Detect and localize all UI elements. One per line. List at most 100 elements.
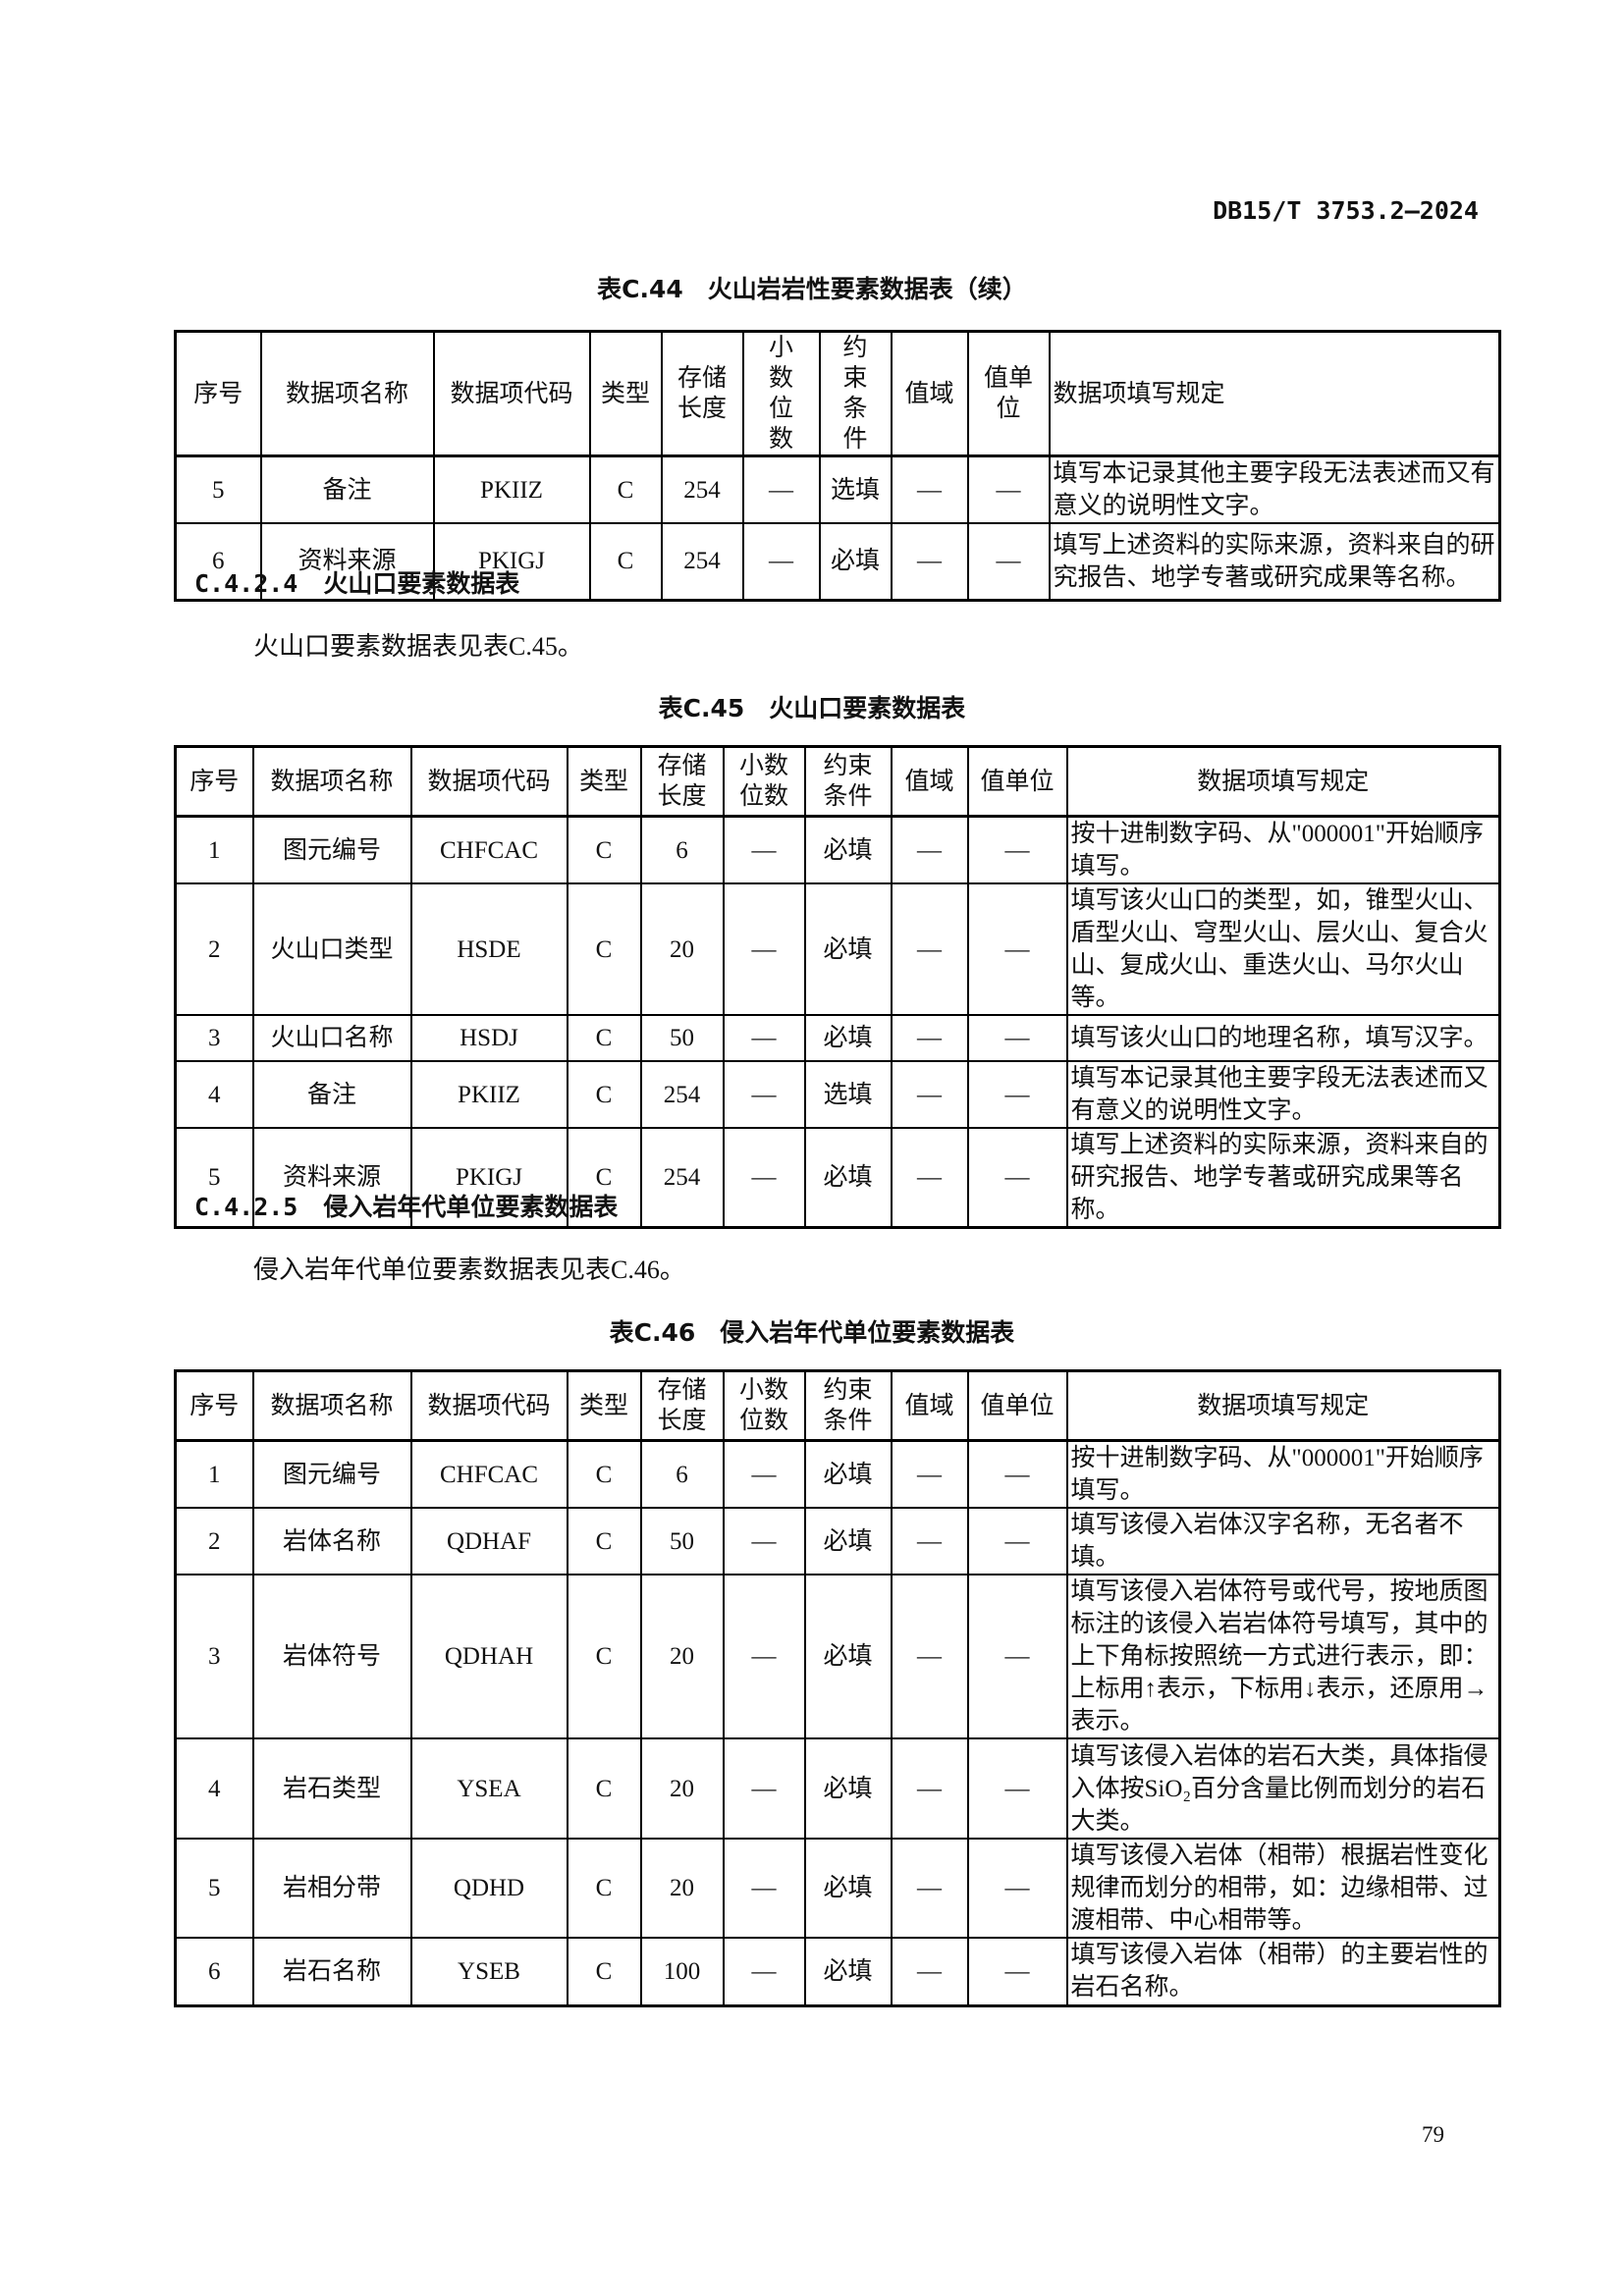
cell-value-domain: — — [890, 1439, 969, 1509]
cell-type: C — [566, 882, 642, 1016]
table-row: 5 资料来源 PKIGJ C 254— 必填 — — 填写上述资料的实际来源，资料来自的研究报告… — [174, 1127, 1501, 1229]
cell-item-code: CHFCAC — [409, 815, 568, 884]
cell-constraint: 必填 — [803, 1574, 893, 1739]
cell-constraint: 选填 — [818, 454, 893, 524]
cell-item-name: 资料来源 — [259, 522, 435, 601]
cell-constraint: 必填 — [803, 1127, 893, 1229]
column-header-item-code: 数据项代码 — [409, 745, 568, 818]
table-c45: 序号 数据项名称 数据项代码 类型 存储长度 小数位数 约束条件 值域 值单位 数据项填写规定 1 图… — [174, 745, 1501, 1229]
column-header-decimals: 小数位数 — [722, 745, 806, 818]
column-header-item-name: 数据项名称 — [251, 745, 412, 818]
cell-value-domain: — — [890, 454, 969, 524]
cell-item-name: 岩石名称 — [251, 1937, 412, 2006]
column-header-type: 类型 — [566, 745, 642, 818]
cell-item-code: YSEA — [409, 1737, 568, 1840]
cell-seq: 5 — [174, 454, 262, 524]
column-header-type: 类型 — [566, 1369, 642, 1442]
header-row: 序号 数据项名称 数据项代码 类型 存储长度 小数位数 约束条件 值域 值单位 数据项填写规定 — [174, 330, 1501, 457]
cell-constraint: 必填 — [803, 1737, 893, 1840]
section-c425-text: 侵入岩年代单位要素数据表见表C.46。 — [253, 1255, 685, 1284]
column-header-constraint: 约束条件 — [803, 1369, 893, 1442]
cell-item-name: 岩石类型 — [251, 1737, 412, 1840]
cell-type: C — [566, 1737, 642, 1840]
cell-decimals: — — [722, 1737, 806, 1840]
cell-fill-rule: 填写本记录其他主要字段无法表述而又有意义的说明性文字。 — [1048, 454, 1501, 524]
column-header-value-unit: 值单位 — [966, 745, 1068, 818]
cell-type: C — [566, 1127, 642, 1229]
cell-seq: 1 — [174, 1439, 254, 1509]
cell-fill-rule: 按十进制数字码、从"000001"开始顺序填写。 — [1065, 1439, 1501, 1509]
cell-storage-length: 20 — [639, 882, 725, 1016]
cell-seq: 3 — [174, 1574, 254, 1739]
cell-item-code: QDHD — [409, 1838, 568, 1939]
cell-value-unit: — — [966, 1507, 1068, 1575]
column-header-item-code: 数据项代码 — [432, 330, 591, 457]
cell-storage-length: 20 — [639, 1737, 725, 1840]
table-row: 1 图元编号 CHFCAC C 6— 必填 — — 按十进制数字码、从"000001"开始顺序填… — [174, 815, 1501, 884]
cell-item-name: 图元编号 — [251, 815, 412, 884]
table-row: 1 图元编号 CHFCAC C 6— 必填 — — 按十进制数字码、从"000001"开始顺序填… — [174, 1439, 1501, 1509]
cell-storage-length: 50 — [639, 1014, 725, 1062]
column-header-fill-rule: 数据项填写规定 — [1065, 745, 1501, 818]
column-header-seq: 序号 — [174, 745, 254, 818]
cell-decimals: — — [722, 1507, 806, 1575]
cell-decimals: — — [722, 1937, 806, 2006]
cell-fill-rule: 填写该侵入岩体（相带）的主要岩性的岩石名称。 — [1065, 1937, 1501, 2006]
table-c46: 序号 数据项名称 数据项代码 类型 存储长度 小数位数 约束条件 值域 值单位 数据项填写规定 1 图… — [174, 1369, 1501, 2007]
cell-item-name: 火山口名称 — [251, 1014, 412, 1062]
column-header-constraint: 约束条件 — [818, 330, 893, 457]
table-row: 3 火山口名称 HSDJ C 50— 必填 — — 填写该火山口的地理名称，填写汉字。 — [174, 1014, 1501, 1062]
table-row: 5 岩相分带 QDHD C 20— 必填 — — 填写该侵入岩体（相带）根据岩性变化规律而划分的… — [174, 1838, 1501, 1939]
cell-decimals: — — [722, 1014, 806, 1062]
cell-storage-length: 254 — [660, 454, 744, 524]
column-header-value-domain: 值域 — [890, 745, 969, 818]
cell-seq: 1 — [174, 815, 254, 884]
section-title: 侵入岩年代单位要素数据表 — [323, 1193, 619, 1221]
cell-storage-length: 254 — [639, 1127, 725, 1229]
table-row: 6 资料来源 PKIGJ C 254— 必填 — — 填写上述资料的实际来源，资料来自的研究报告… — [174, 522, 1501, 601]
column-header-storage-length: 存储长度 — [639, 745, 725, 818]
cell-seq: 6 — [174, 1937, 254, 2006]
cell-value-unit: — — [966, 1014, 1068, 1062]
cell-constraint: 必填 — [803, 1507, 893, 1575]
cell-item-name: 火山口类型 — [251, 882, 412, 1016]
cell-constraint: 必填 — [803, 1838, 893, 1939]
cell-value-unit: — — [966, 1127, 1068, 1229]
column-header-seq: 序号 — [174, 330, 262, 457]
cell-seq: 6 — [174, 522, 262, 601]
cell-type: C — [566, 1507, 642, 1575]
cell-item-code: PKIIZ — [432, 454, 591, 524]
cell-storage-length: 254 — [639, 1060, 725, 1129]
column-header-item-code: 数据项代码 — [409, 1369, 568, 1442]
cell-type: C — [566, 815, 642, 884]
table-c44: 序号 数据项名称 数据项代码 类型 存储长度 小数位数 约束条件 值域 值单位 数据项填写规定 5 备… — [174, 330, 1501, 602]
cell-item-name: 资料来源 — [251, 1127, 412, 1229]
cell-decimals: — — [722, 1574, 806, 1739]
cell-item-name: 岩体名称 — [251, 1507, 412, 1575]
cell-value-unit: — — [966, 1574, 1068, 1739]
cell-constraint: 必填 — [818, 522, 893, 601]
column-header-storage-length: 存储长度 — [660, 330, 744, 457]
cell-value-domain: — — [890, 1737, 969, 1840]
table-c46-title: 表C.46 侵入岩年代单位要素数据表 — [609, 1318, 1015, 1347]
cell-fill-rule: 填写该侵入岩体符号或代号，按地质图标注的该侵入岩岩体符号填写，其中的上下角标按照… — [1065, 1574, 1501, 1739]
section-heading-c424: C.4.2.4 火山口要素数据表 — [194, 564, 519, 600]
page-number: 79 — [1422, 2122, 1444, 2147]
table-row: 2 火山口类型 HSDE C 20— 必填 — — 填写该火山口的类型，如，锥型火山、盾型火山、… — [174, 882, 1501, 1016]
cell-seq: 4 — [174, 1060, 254, 1129]
section-c424-text: 火山口要素数据表见表C.45。 — [253, 632, 583, 661]
cell-fill-rule: 填写上述资料的实际来源，资料来自的研究报告、地学专著或研究成果等名称。 — [1048, 522, 1501, 601]
column-header-decimals: 小数位数 — [741, 330, 821, 457]
cell-type: C — [588, 522, 663, 601]
column-header-item-name: 数据项名称 — [251, 1369, 412, 1442]
cell-value-domain: — — [890, 882, 969, 1016]
column-header-decimals: 小数位数 — [722, 1369, 806, 1442]
cell-seq: 5 — [174, 1127, 254, 1229]
cell-constraint: 必填 — [803, 1937, 893, 2006]
table-c45-title: 表C.45 火山口要素数据表 — [658, 694, 966, 722]
cell-value-domain: — — [890, 1014, 969, 1062]
column-header-type: 类型 — [588, 330, 663, 457]
column-header-item-name: 数据项名称 — [259, 330, 435, 457]
cell-seq: 4 — [174, 1737, 254, 1840]
table-row: 2 岩体名称 QDHAF C 50— 必填 — — 填写该侵入岩体汉字名称，无名者不填。 — [174, 1507, 1501, 1575]
